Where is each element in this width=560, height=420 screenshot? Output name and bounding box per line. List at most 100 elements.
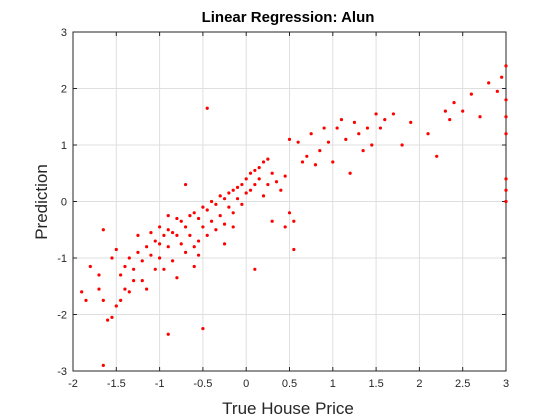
data-point [378,126,383,130]
y-tick-label: -1 [57,253,67,265]
data-point [400,143,404,147]
data-point [166,245,170,249]
data-point [352,120,357,124]
data-point [209,219,214,223]
data-point [374,112,378,116]
x-tick-label: 1 [330,378,336,390]
data-point [170,259,175,263]
data-point [361,149,365,153]
data-point [132,267,136,271]
data-point [248,188,253,192]
data-point [478,115,482,119]
data-point [127,256,131,260]
x-tick-label: -0.5 [193,378,212,390]
x-tick-labels: -2 -1.5 -1 -0.5 0 0.5 1 1.5 2 2.5 3 [68,378,509,390]
data-point [188,214,192,218]
data-point [331,160,335,164]
data-point [145,287,149,291]
data-point [292,219,296,223]
x-tick-label: 1.5 [368,378,383,390]
data-point [149,230,153,235]
data-point [183,250,188,254]
data-point [283,225,287,229]
data-point [123,264,127,269]
data-point [170,230,175,235]
data-point [158,256,162,260]
data-point [175,216,179,221]
data-point [391,112,396,116]
data-point [149,253,153,257]
data-point [248,171,253,175]
x-tick-label: -1.5 [107,378,126,390]
data-point [504,98,508,102]
y-tick-label: -2 [57,310,67,322]
data-point [335,126,339,130]
data-point [305,154,309,158]
data-point [357,132,361,136]
data-point [253,182,257,187]
data-point [201,327,205,331]
data-point [487,81,491,85]
data-point [222,197,227,201]
data-point [231,211,235,215]
data-point [214,228,218,232]
data-point [409,120,413,124]
data-point [257,177,261,181]
data-point [253,168,257,173]
data-point [292,247,296,252]
data-point [261,194,266,198]
data-point [192,245,196,249]
data-point [222,242,227,246]
data-point [227,191,231,195]
data-point [348,171,352,175]
data-point [240,202,244,206]
data-point [158,225,162,229]
data-point [313,163,318,167]
data-point [119,298,123,302]
data-point [175,276,179,280]
data-point [153,239,157,243]
data-point [504,132,508,136]
data-point [162,233,166,237]
data-point [287,137,292,141]
data-point [235,185,240,189]
data-point [201,205,205,209]
data-point [201,225,205,229]
data-point [461,109,465,113]
y-tick-label: 2 [61,84,67,96]
data-point [209,199,214,204]
x-tick-label: 3 [503,378,509,390]
data-point [97,273,101,277]
data-point [309,132,313,136]
data-point [119,273,123,277]
data-point [287,211,292,215]
x-tick-label: 0 [243,378,249,390]
data-point [114,304,118,308]
data-point [179,219,183,223]
data-point [266,182,270,187]
data-point [426,132,430,136]
grid [72,31,507,372]
data-point [322,126,326,130]
data-point [495,89,499,93]
data-point [101,298,105,302]
data-point [214,202,218,206]
data-point [231,225,235,229]
data-point [296,140,300,144]
data-point [166,228,170,232]
data-point [227,205,231,209]
data-point [318,149,322,153]
data-point [101,363,105,367]
data-point [162,267,166,271]
data-point [270,219,274,223]
data-point [88,264,92,269]
data-point [443,109,447,113]
data-point [166,332,170,336]
data-point [80,290,84,294]
data-point [145,245,149,249]
data-point [196,253,201,257]
data-point [183,182,188,187]
y-tick-label: 1 [61,140,67,152]
data-point [253,267,257,271]
